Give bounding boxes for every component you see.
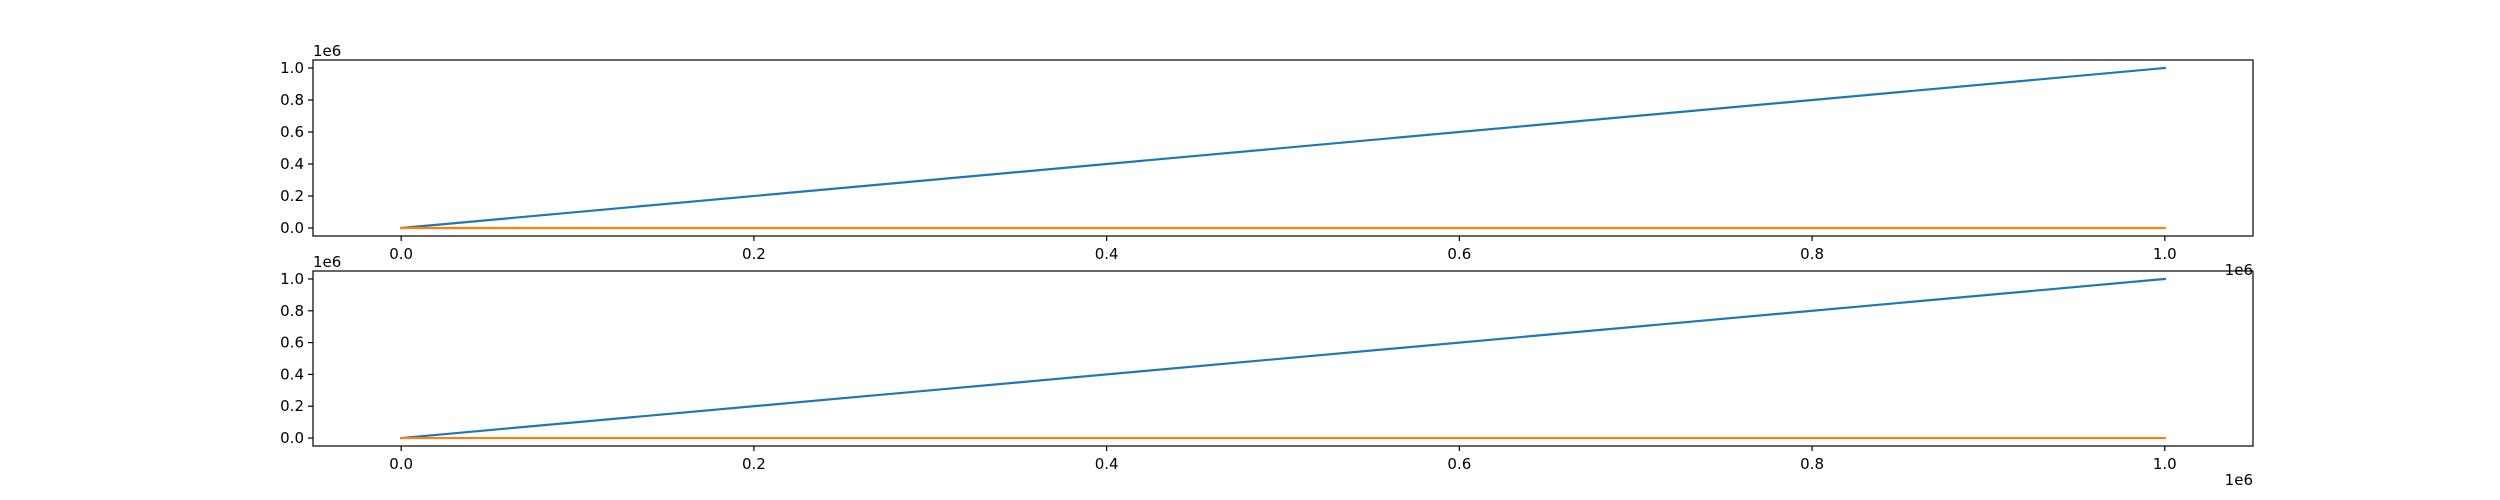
y-tick-label: 0.0: [280, 429, 304, 447]
y-tick-label: 1.0: [280, 59, 304, 77]
y-tick-label: 0.2: [280, 397, 304, 415]
y-tick-label: 0.2: [280, 187, 304, 205]
x-tick-label: 0.8: [1800, 245, 1824, 263]
axes-frame: [312, 59, 2254, 237]
y-tick-label: 0.8: [280, 302, 304, 320]
y-tick-label: 0.4: [280, 365, 304, 383]
y-tick-label: 1.0: [280, 270, 304, 288]
y-tick-label: 0.6: [280, 123, 304, 141]
x-tick-label: 0.0: [389, 455, 413, 473]
x-offset-label: 1e6: [2225, 261, 2253, 279]
x-tick-label: 0.8: [1800, 455, 1824, 473]
x-tick-label: 0.6: [1447, 245, 1471, 263]
x-tick-label: 0.2: [742, 245, 766, 263]
x-tick-label: 0.4: [1095, 245, 1119, 263]
y-offset-label: 1e6: [313, 42, 341, 60]
y-tick-label: 0.4: [280, 155, 304, 173]
y-tick-label: 0.8: [280, 91, 304, 109]
subplot-1: 0.0 0.2 0.4 0.6 0.8 1.0 0.0 0.2 0.4 0.6 0.8 1.0 1e6 1…: [280, 42, 2254, 279]
x-tick-label: 0.4: [1095, 455, 1119, 473]
y-tick-label: 0.6: [280, 334, 304, 352]
x-offset-label: 1e6: [2225, 471, 2253, 489]
subplot-2: 0.0 0.2 0.4 0.6 0.8 1.0 0.0 0.2 0.4 0.6 0.8 1.0 1e6 1…: [280, 253, 2254, 489]
series-line-1: [399, 277, 2167, 440]
x-tick-label: 0.6: [1447, 455, 1471, 473]
x-tick-label: 1.0: [2153, 245, 2177, 263]
y-offset-label: 1e6: [313, 253, 341, 271]
x-tick-label: 0.0: [389, 245, 413, 263]
axes-frame: [312, 270, 2254, 447]
y-tick-label: 0.0: [280, 219, 304, 237]
series-line-1: [399, 66, 2167, 230]
x-tick-label: 0.2: [742, 455, 766, 473]
x-tick-label: 1.0: [2153, 455, 2177, 473]
